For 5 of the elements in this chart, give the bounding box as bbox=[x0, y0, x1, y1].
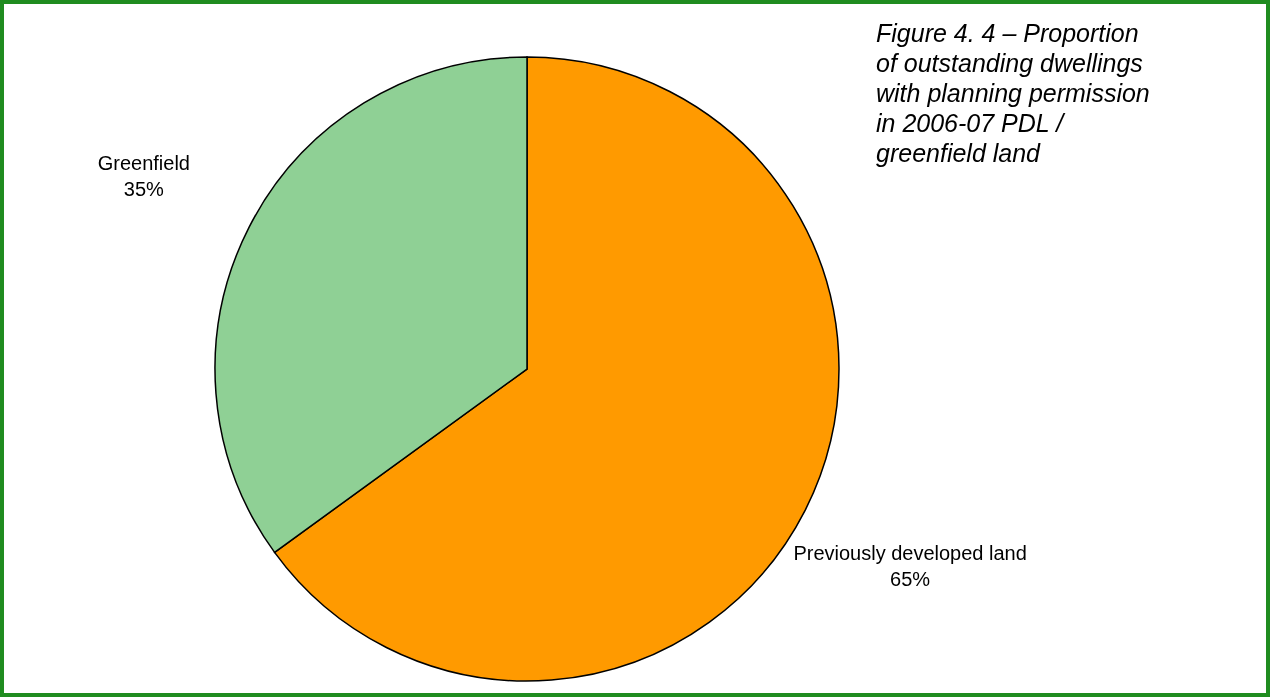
text: Figure 4. 4 – Proportion of outstanding dwellings with planning permission in 2006-07 PDL / greenfield land bbox=[876, 18, 1151, 168]
slice-label: Greenfield bbox=[97, 151, 191, 174]
data-label: 35% bbox=[123, 177, 165, 200]
data-label: 65% bbox=[890, 568, 931, 591]
slice-label: Previously developed land bbox=[793, 542, 1027, 565]
